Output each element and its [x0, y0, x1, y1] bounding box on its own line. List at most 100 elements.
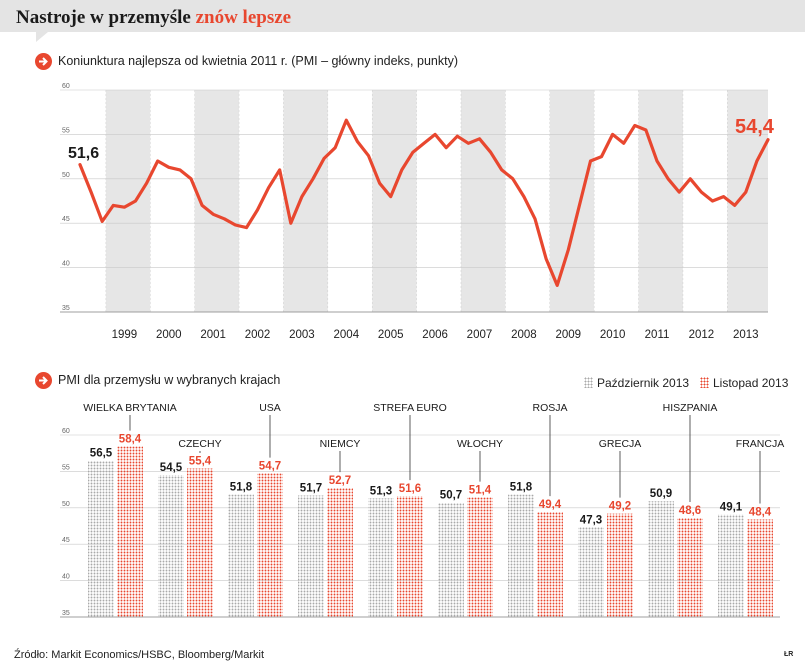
value-label-november: 55,4: [189, 455, 212, 467]
category-label: GRECJA: [599, 438, 642, 450]
bar-usa-october: [228, 494, 254, 617]
bar-hiszpania-october: [648, 501, 674, 617]
y-tick-label: 35: [62, 610, 70, 617]
pmi-line-chart: 35 40 45 50 55 60 1999 2000 2001 2002 2003 2004 200…: [60, 83, 775, 341]
y-tick-label: 60: [62, 83, 70, 90]
y-tick-label: 45: [62, 537, 70, 544]
y-tick-label: 60: [62, 428, 70, 435]
y-tick-label: 45: [62, 216, 70, 223]
bar-wielka-brytania-november: [117, 446, 143, 617]
last-value-label: 54,4: [735, 116, 775, 138]
bar-usa-november: [257, 473, 283, 617]
x-tick-label: 2002: [245, 329, 271, 341]
bar-włochy-october: [438, 502, 464, 617]
x-tick-label: 2010: [600, 329, 626, 341]
pmi-series-line: [78, 118, 770, 287]
x-tick-label: 2006: [422, 329, 448, 341]
bar-niemcy-october: [298, 495, 324, 617]
x-tick-label: 2011: [645, 329, 670, 341]
x-tick-label: 2007: [467, 329, 493, 341]
header-band: [0, 0, 805, 32]
year-band: [372, 90, 417, 312]
category-label: CZECHY: [178, 438, 221, 450]
arrow-right-icon: [35, 53, 52, 70]
value-label-october: 50,7: [440, 490, 462, 502]
x-tick-label: 1999: [112, 329, 138, 341]
legend-swatch-october: [584, 377, 593, 388]
x-tick-label: 2009: [555, 329, 581, 341]
value-label-november: 48,4: [749, 506, 772, 518]
category-label: WIELKA BRYTANIA: [83, 402, 177, 414]
bar-francja-november: [747, 519, 773, 617]
bar-chart-subtitle: PMI dla przemysłu w wybranych krajach: [58, 373, 281, 387]
x-tick-label: 2000: [156, 329, 182, 341]
year-band: [283, 90, 328, 312]
header-notch: [36, 32, 48, 42]
bar-czechy-october: [158, 475, 184, 617]
year-band: [727, 90, 768, 312]
bar-rosja-november: [537, 512, 563, 617]
category-label: NIEMCY: [320, 438, 361, 450]
y-tick-label: 50: [62, 172, 70, 179]
bar-rosja-october: [508, 494, 534, 617]
legend-swatch-november: [700, 377, 709, 388]
value-label-november: 58,4: [119, 434, 142, 446]
bar-strefa-euro-november: [397, 496, 423, 617]
value-label-october: 51,3: [370, 485, 392, 497]
y-tick-label: 55: [62, 127, 70, 134]
bar-hiszpania-november: [677, 517, 703, 617]
bar-włochy-november: [467, 497, 493, 617]
value-label-october: 49,1: [720, 501, 743, 513]
value-label-november: 51,6: [399, 483, 421, 495]
x-tick-label: 2001: [200, 329, 226, 341]
category-label: WŁOCHY: [457, 438, 503, 450]
y-tick-label: 40: [62, 574, 70, 581]
year-band: [194, 90, 240, 312]
value-label-october: 56,5: [90, 447, 113, 459]
category-label: USA: [259, 402, 281, 414]
legend-october: Październik 2013: [584, 376, 689, 390]
bar-strefa-euro-october: [368, 498, 394, 617]
category-label: FRANCJA: [736, 438, 784, 450]
line-chart-subtitle: Koniunktura najlepsza od kwietnia 2011 r…: [58, 54, 458, 68]
pmi-bar-chart: 35 40 45 50 55 60 56,5 58,4 WIELKA BRYTANIA 54,5…: [60, 402, 784, 618]
value-label-october: 47,3: [580, 514, 602, 526]
y-tick-label: 50: [62, 501, 70, 508]
value-label-november: 52,7: [329, 475, 351, 487]
value-label-october: 51,7: [300, 482, 322, 494]
bar-czechy-november: [187, 468, 213, 617]
category-label: STREFA EURO: [373, 402, 447, 414]
value-label-october: 51,8: [230, 482, 253, 494]
bar-grecja-november: [607, 513, 633, 617]
page-title: Nastroje w przemyśle znów lepsze: [16, 7, 292, 28]
bar-francja-october: [718, 514, 744, 617]
y-tick-label: 55: [62, 464, 70, 471]
value-label-november: 48,6: [679, 505, 701, 517]
x-tick-label: 2013: [733, 329, 759, 341]
source-note: Źródło: Markit Economics/HSBC, Bloomberg…: [14, 649, 265, 661]
x-tick-label: 2008: [511, 329, 537, 341]
bar-wielka-brytania-october: [88, 460, 114, 617]
category-label: ROSJA: [532, 402, 567, 414]
value-label-november: 49,4: [539, 499, 562, 511]
x-tick-label: 2003: [289, 329, 315, 341]
x-tick-label: 2005: [378, 329, 404, 341]
y-tick-label: 40: [62, 261, 70, 268]
first-value-label: 51,6: [68, 145, 99, 162]
value-label-november: 51,4: [469, 485, 492, 497]
x-tick-label: 2004: [334, 329, 360, 341]
year-band: [638, 90, 683, 312]
y-tick-label: 35: [62, 305, 70, 312]
legend-november: Listopad 2013: [700, 376, 788, 390]
x-tick-label: 2012: [689, 329, 715, 341]
value-label-november: 49,2: [609, 501, 631, 513]
year-band: [105, 90, 151, 312]
category-label: HISZPANIA: [663, 402, 718, 414]
author-credit: ŁR: [784, 651, 794, 658]
value-label-october: 50,9: [650, 488, 672, 500]
value-label-november: 54,7: [259, 461, 281, 473]
value-label-october: 51,8: [510, 482, 533, 494]
year-band: [460, 90, 506, 312]
value-label-october: 54,5: [160, 462, 183, 474]
arrow-right-icon: [35, 372, 52, 389]
